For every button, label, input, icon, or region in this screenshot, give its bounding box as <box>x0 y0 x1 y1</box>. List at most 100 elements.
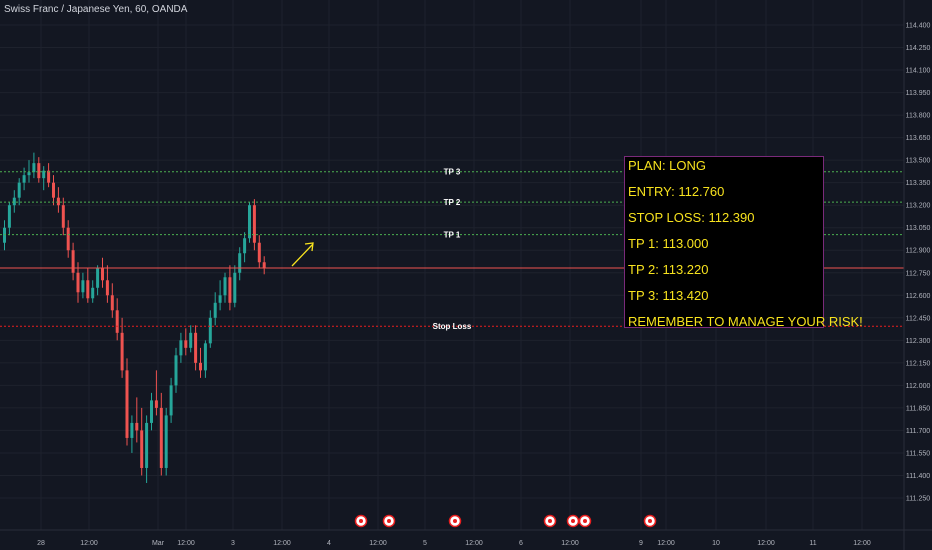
candle <box>130 415 134 453</box>
event-flag-dot <box>648 519 652 523</box>
time-tick-label: 4 <box>327 540 331 547</box>
time-tick-label: 9 <box>639 540 643 547</box>
time-axis[interactable]: 28 12:00 Mar 12:00 3 12:00 4 12:00 5 12:00 6 12:00 9… <box>0 529 932 547</box>
price-tick-label: 113.050 <box>906 225 931 232</box>
price-tick-label: 112.600 <box>906 293 931 300</box>
candle <box>56 187 60 213</box>
candle <box>233 265 237 308</box>
price-tick-label: 113.350 <box>906 180 931 187</box>
event-flag-icon[interactable] <box>448 514 462 528</box>
candle-body <box>42 170 46 179</box>
plan-line-tp3: TP 3: 113.420 <box>628 288 709 303</box>
candle <box>17 178 21 206</box>
symbol-title[interactable]: Swiss Franc / Japanese Yen, 60, OANDA <box>4 4 188 15</box>
candle <box>135 397 139 443</box>
candle <box>66 220 70 258</box>
plan-line-entry: ENTRY: 112.760 <box>628 184 725 199</box>
candle-body <box>32 163 36 173</box>
time-tick-label: 12:00 <box>465 540 483 547</box>
candle-body <box>61 205 65 228</box>
candle <box>52 175 55 206</box>
candle-body <box>184 340 188 348</box>
candle-body <box>12 197 16 206</box>
candle-body <box>145 422 149 468</box>
time-tick-label: 12:00 <box>853 540 871 547</box>
event-flag-dot <box>548 519 552 523</box>
candle <box>213 292 217 326</box>
event-flag-icon[interactable] <box>382 514 396 528</box>
price-tick-label: 112.900 <box>906 248 931 255</box>
price-tick-label: 112.150 <box>906 360 931 367</box>
candle-body <box>208 317 212 344</box>
price-tick-label: 114.100 <box>906 68 931 75</box>
candle-body <box>179 340 183 356</box>
candle <box>42 166 46 191</box>
candle-body <box>27 172 31 176</box>
candle <box>140 407 144 476</box>
price-axis-bg <box>904 0 932 550</box>
candle-body <box>233 272 237 303</box>
event-flag-icon[interactable] <box>543 514 557 528</box>
level-label: Stop Loss <box>433 322 472 331</box>
time-tick-label: 11 <box>809 540 816 547</box>
candle-body <box>101 268 104 281</box>
event-markers[interactable] <box>354 514 657 528</box>
event-flag-dot <box>571 519 575 523</box>
price-tick-label: 113.200 <box>906 203 931 210</box>
long-arrow-icon <box>291 242 314 267</box>
price-tick-label: 113.800 <box>906 113 931 120</box>
time-tick-label: 10 <box>712 540 720 547</box>
candle <box>110 283 114 318</box>
price-tick-label: 114.400 <box>906 23 931 30</box>
level-label: TP 3 <box>444 168 461 177</box>
candle <box>91 280 95 303</box>
event-flag-dot <box>583 519 587 523</box>
plan-line-tp1: TP 1: 113.000 <box>628 236 709 251</box>
candle <box>248 202 251 243</box>
candle-body <box>174 355 178 386</box>
level-label: TP 1 <box>444 231 461 240</box>
candle <box>32 152 36 179</box>
candle-body <box>120 332 124 371</box>
candle <box>96 265 100 296</box>
event-flag-dot <box>387 519 391 523</box>
candle-body <box>243 238 247 254</box>
candle-body <box>115 310 119 333</box>
candle <box>105 265 109 303</box>
price-tick-label: 114.250 <box>906 45 931 52</box>
time-tick-label: 5 <box>423 540 427 547</box>
candle <box>174 347 178 393</box>
candle-body <box>154 400 158 408</box>
candle <box>7 202 11 236</box>
candle-body <box>213 302 217 318</box>
price-axis[interactable]: 114.400 114.250 114.100 113.950 113.800 113.6… <box>903 0 932 550</box>
candle-body <box>140 430 144 468</box>
candle <box>101 257 104 288</box>
candle-body <box>125 370 129 438</box>
level-label: TP 2 <box>444 198 461 207</box>
candle <box>228 265 232 311</box>
candle-body <box>130 422 134 438</box>
time-tick-label: 12:00 <box>80 540 98 547</box>
price-tick-label: 112.000 <box>906 383 931 390</box>
event-flag-icon[interactable] <box>578 514 592 528</box>
plan-line-stop-loss: STOP LOSS: 112.390 <box>628 210 755 225</box>
time-tick-label: 12:00 <box>369 540 387 547</box>
candle-body <box>203 343 207 371</box>
candle <box>194 325 198 371</box>
candle-body <box>86 280 90 299</box>
candle <box>184 328 188 356</box>
candle-body <box>91 287 95 299</box>
event-flag-icon[interactable] <box>354 514 368 528</box>
price-tick-label: 113.500 <box>906 158 931 165</box>
event-flag-icon[interactable] <box>566 514 580 528</box>
trade-plan-box[interactable]: PLAN: LONG ENTRY: 112.760 STOP LOSS: 112… <box>624 156 863 329</box>
plan-line-tp2: TP 2: 113.220 <box>628 262 709 277</box>
candle <box>145 415 149 483</box>
candle <box>125 358 129 446</box>
candle <box>120 317 124 378</box>
price-tick-label: 111.400 <box>906 473 930 480</box>
time-tick-label: Mar <box>152 540 165 547</box>
candle <box>223 272 227 303</box>
event-flag-icon[interactable] <box>643 514 657 528</box>
